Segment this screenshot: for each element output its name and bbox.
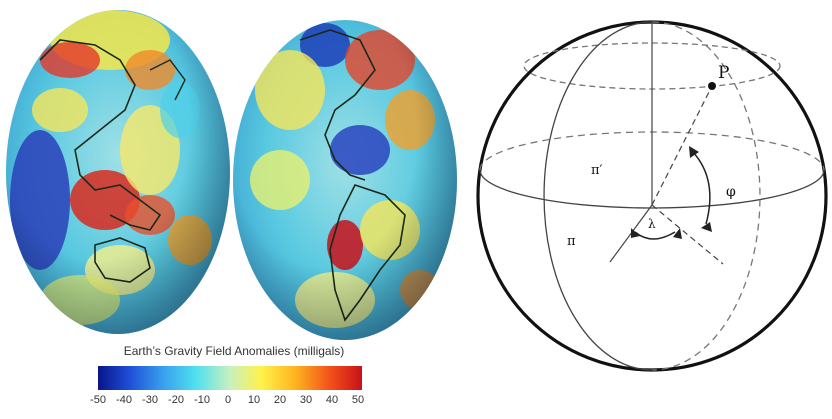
geoid-globe-americas (233, 20, 457, 340)
colorbar-tick: -10 (194, 394, 210, 406)
lambda-arc (634, 231, 676, 240)
colorbar (98, 366, 362, 390)
meridian-front (543, 21, 653, 371)
colorbar-ticks: -50 -40 -30 -20 -10 0 10 20 30 40 50 (90, 394, 380, 410)
radius-projection (651, 204, 724, 265)
colorbar-tick: -50 (90, 394, 106, 406)
geoid-figure: Earth’s Gravity Field Anomalies (milliga… (6, 10, 457, 410)
label-lambda: λ (648, 217, 656, 231)
colorbar-tick: 50 (351, 394, 365, 406)
sphere-diagram-svg: P π′ π λ φ (476, 20, 828, 372)
label-phi: φ (726, 184, 736, 200)
colorbar-tick: 0 (224, 394, 232, 406)
meridian-back (651, 21, 761, 371)
equator-front (479, 169, 825, 209)
colorbar-tick: 20 (273, 394, 287, 406)
point-p (708, 82, 716, 90)
radius-to-point (651, 85, 713, 206)
colorbar-tick: 30 (299, 394, 313, 406)
colorbar-tick: 10 (247, 394, 261, 406)
geoid-globes (6, 10, 457, 390)
colorbar-tick: -30 (142, 394, 158, 406)
label-pi-prime: π′ (591, 163, 603, 178)
colorbar-tick: -20 (168, 394, 184, 406)
label-pi: π (567, 234, 576, 249)
phi-arc (692, 151, 711, 225)
colorbar-title: Earth’s Gravity Field Anomalies (milliga… (123, 344, 345, 358)
colorbar-tick: -40 (116, 394, 132, 406)
colorbar-tick: 40 (325, 394, 339, 406)
label-point-p: P (718, 63, 729, 83)
sphere-coordinate-diagram: P π′ π λ φ (470, 0, 832, 414)
geoid-globe-asia (6, 10, 230, 334)
